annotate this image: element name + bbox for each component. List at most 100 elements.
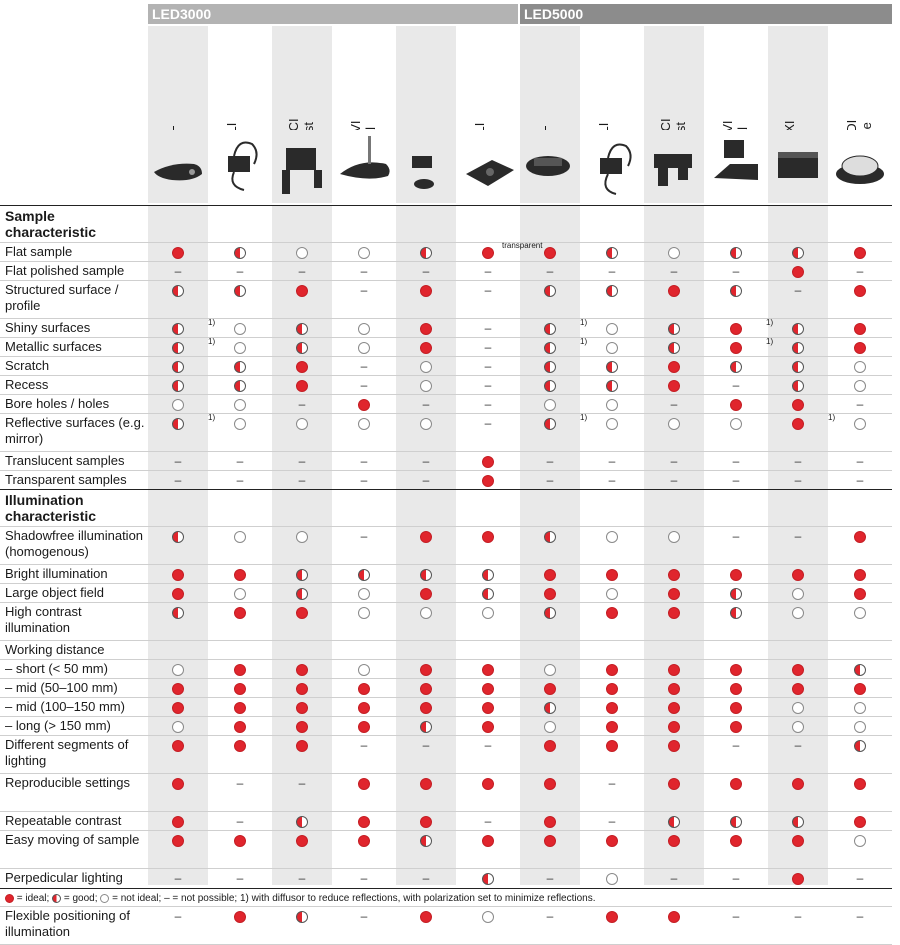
rating-cell <box>458 473 518 487</box>
rating-cell <box>396 529 456 543</box>
good-icon <box>792 360 804 373</box>
ideal-icon <box>482 530 494 543</box>
product-type: Spotlight <box>611 100 626 130</box>
ideal-icon <box>854 682 866 695</box>
rating-cell <box>458 833 518 847</box>
ideal-icon <box>482 701 494 714</box>
rating-cell <box>582 871 642 885</box>
rating-cell <box>396 719 456 733</box>
ideal-icon <box>544 739 556 752</box>
rating-cell <box>396 340 456 354</box>
good-icon <box>296 815 308 828</box>
product-image <box>276 134 328 198</box>
ideal-icon <box>730 777 742 790</box>
row-label: Metallic surfaces <box>5 339 102 354</box>
ideal-icon <box>606 910 618 923</box>
rating-cell <box>148 662 208 676</box>
column-header: LED5000 RL Ring light <box>520 26 580 203</box>
rating-cell <box>148 700 208 714</box>
rating-cell <box>210 700 270 714</box>
good-icon <box>730 284 742 297</box>
rating-cell <box>520 719 580 733</box>
rating-cell <box>148 567 208 581</box>
good-icon <box>730 606 742 619</box>
rating-cell <box>210 283 270 297</box>
rating-cell <box>458 681 518 695</box>
not-possible-mark: – <box>360 909 368 923</box>
rating-cell <box>396 605 456 619</box>
rating-cell <box>768 321 828 335</box>
ideal-icon <box>544 815 556 828</box>
ideal-icon <box>606 720 618 733</box>
rating-cell <box>334 681 394 695</box>
not-possible-mark: – <box>546 454 554 468</box>
rating-cell <box>520 814 580 828</box>
not-possible-mark: – <box>360 283 368 297</box>
ideal-icon <box>854 587 866 600</box>
ideal-icon <box>482 246 494 259</box>
rating-cell: – <box>458 321 518 335</box>
rating-cell <box>830 719 890 733</box>
ideal-icon <box>854 246 866 259</box>
rating-cell: 1) <box>706 337 773 354</box>
ideal-icon <box>296 720 308 733</box>
good-icon <box>358 568 370 581</box>
rating-cell <box>520 776 580 790</box>
rating-cell: – <box>830 397 890 411</box>
rating-cell: – <box>272 776 332 790</box>
not-possible-mark: – <box>732 738 740 752</box>
ideal-icon <box>730 663 742 676</box>
ideal-icon <box>730 834 742 847</box>
not-ideal-icon <box>296 417 308 430</box>
ideal-icon <box>482 682 494 695</box>
rating-cell <box>520 605 580 619</box>
row-divider <box>0 261 892 262</box>
rating-cell: 1) <box>520 413 587 430</box>
not-ideal-icon <box>172 398 184 411</box>
ideal-icon <box>172 815 184 828</box>
rating-cell <box>830 700 890 714</box>
rating-cell: – <box>830 473 890 487</box>
rating-cell <box>768 245 828 259</box>
ideal-icon <box>420 587 432 600</box>
rating-cell <box>396 586 456 600</box>
rating-cell <box>582 359 642 373</box>
ideal-icon <box>358 815 370 828</box>
legend-note: 1) with diffusor to reduce reflections, … <box>239 893 596 904</box>
ideal-icon <box>296 739 308 752</box>
ideal-icon <box>296 682 308 695</box>
ideal-icon <box>172 246 184 259</box>
rating-cell <box>396 378 456 392</box>
row-label: Shiny surfaces <box>5 320 91 335</box>
rating-cell <box>396 814 456 828</box>
column-label: LED5000 NVI Near vertical <box>708 30 766 131</box>
row-label: Shadowfree illumination (homogenous) <box>5 528 144 559</box>
rating-cell: – <box>334 264 394 278</box>
not-ideal-icon <box>172 720 184 733</box>
rating-cell <box>582 662 642 676</box>
rating-cell <box>644 776 704 790</box>
row-label: Large object field <box>5 585 105 600</box>
ideal-icon <box>730 720 742 733</box>
row-divider <box>0 640 892 641</box>
rating-cell <box>520 681 580 695</box>
rating-cell: 1) <box>520 318 587 335</box>
rating-cell <box>272 681 332 695</box>
rating-cell: – <box>768 473 828 487</box>
not-possible-mark: – <box>298 776 306 790</box>
row-divider <box>0 470 892 471</box>
rating-cell: 1) <box>148 337 215 354</box>
product-type: Highly diffuse <box>859 100 874 130</box>
not-possible-mark: – <box>484 340 492 354</box>
rating-cell <box>830 283 890 297</box>
not-ideal-icon <box>854 720 866 733</box>
not-ideal-icon <box>358 663 370 676</box>
not-possible-mark: – <box>484 321 492 335</box>
ideal-icon <box>792 834 804 847</box>
row-divider <box>0 280 892 281</box>
not-possible-mark: – <box>670 397 678 411</box>
not-ideal-icon <box>854 701 866 714</box>
rating-cell <box>272 245 332 259</box>
not-ideal-icon <box>544 663 556 676</box>
ideal-icon <box>234 663 246 676</box>
